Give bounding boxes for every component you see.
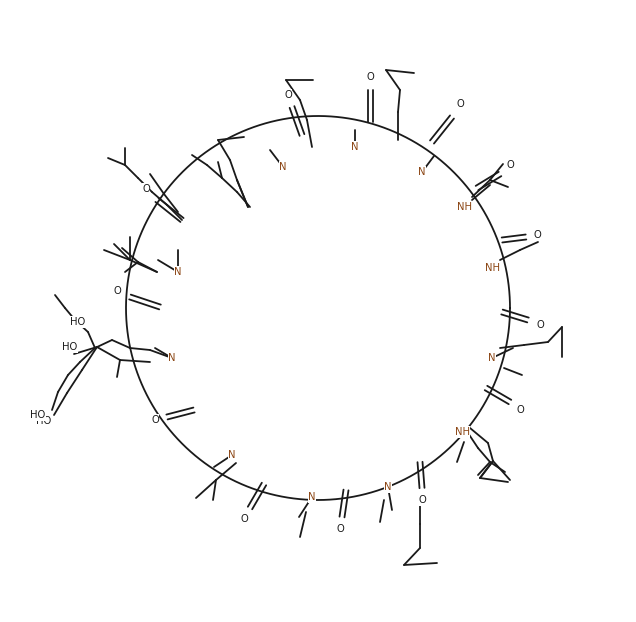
Text: O: O (142, 184, 150, 194)
Text: N: N (418, 167, 425, 177)
Text: HO: HO (31, 410, 46, 420)
Text: N: N (308, 492, 315, 502)
Text: N: N (174, 267, 182, 277)
Text: N: N (488, 353, 495, 363)
Text: N: N (169, 353, 176, 363)
Text: O: O (240, 514, 248, 524)
Text: N: N (384, 482, 392, 492)
Text: NH: NH (455, 427, 469, 437)
Text: O: O (536, 320, 544, 330)
Text: O: O (418, 495, 426, 505)
Text: NH: NH (485, 263, 499, 273)
Text: HO: HO (62, 342, 78, 352)
Text: N: N (279, 162, 287, 172)
Text: O: O (336, 524, 344, 534)
Text: N: N (351, 142, 359, 152)
Text: O: O (113, 286, 121, 296)
Text: O: O (506, 160, 514, 170)
Text: O: O (516, 405, 524, 415)
Text: HO: HO (71, 317, 86, 327)
Text: O: O (366, 72, 374, 82)
Text: O: O (151, 415, 159, 425)
Text: O: O (533, 230, 541, 240)
Text: O: O (284, 90, 292, 100)
Text: O: O (456, 99, 464, 109)
Text: HO: HO (36, 416, 52, 426)
Text: NH: NH (457, 202, 473, 212)
Text: N: N (228, 450, 236, 460)
